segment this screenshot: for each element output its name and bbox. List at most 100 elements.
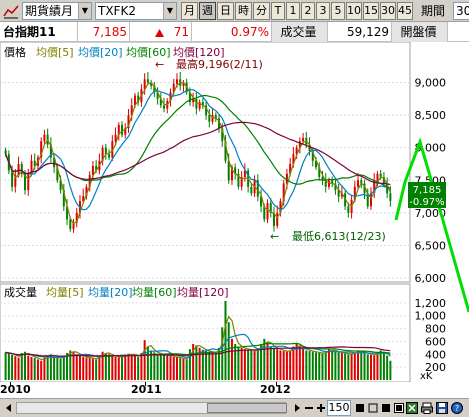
volume-bar — [311, 351, 314, 380]
frequency-select[interactable]: 期貨績月 ▼ — [22, 2, 92, 20]
period-button-12[interactable]: 30 — [380, 2, 396, 20]
candle-body — [373, 180, 376, 194]
candle-body — [230, 167, 233, 181]
x-axis-tick — [10, 382, 11, 386]
candle-body — [95, 165, 98, 171]
period-button-5[interactable]: T — [271, 2, 285, 20]
chart-canvas[interactable]: 價格 均價[5] 均價[20] 均價[60] 均價[120] 成交量 均量[5]… — [0, 42, 469, 382]
candle-body — [49, 144, 52, 158]
candle-body — [382, 177, 385, 184]
scrollbar-track[interactable] — [16, 402, 287, 414]
ma120-line — [5, 121, 391, 186]
candle-body — [72, 222, 75, 230]
period-button-10[interactable]: 10 — [346, 2, 362, 20]
volume-bar — [260, 344, 263, 380]
last-price: 7,185 — [78, 22, 130, 42]
volume-bar — [373, 355, 376, 380]
volume-bar — [4, 352, 7, 380]
svg-text:?: ? — [454, 404, 458, 413]
candle-body — [376, 173, 379, 181]
volume-bar — [344, 353, 347, 380]
volume-bar — [266, 342, 269, 380]
period-input[interactable]: 30 — [453, 2, 469, 20]
period-button-4[interactable]: 分 — [253, 2, 270, 20]
volume-bar — [379, 350, 382, 380]
candle-body — [266, 203, 269, 220]
volume-bar — [56, 358, 59, 380]
candle-body — [121, 124, 124, 135]
period-button-6[interactable]: 1 — [286, 2, 300, 20]
scrollbar-thumb[interactable] — [207, 403, 287, 413]
candle-body — [150, 82, 153, 86]
period-button-3[interactable]: 時 — [235, 2, 252, 20]
volume-bar — [169, 356, 172, 380]
chart-area[interactable]: 價格 均價[5] 均價[20] 均價[60] 均價[120] 成交量 均量[5]… — [0, 42, 469, 382]
low-annotation: 最低6,613(12/23) — [292, 230, 386, 243]
settings-icon[interactable] — [392, 401, 405, 414]
candle-body — [240, 177, 243, 187]
scroll-left-icon[interactable] — [2, 401, 15, 414]
candle-body — [117, 124, 120, 135]
symbol-select[interactable]: TXFK2 ▼ — [95, 2, 177, 20]
stop-icon[interactable] — [353, 401, 366, 414]
period-button-13[interactable]: 45 — [397, 2, 413, 20]
candle-body — [153, 85, 156, 93]
period-button-7[interactable]: 2 — [301, 2, 315, 20]
expand-icon[interactable] — [405, 401, 418, 414]
zoom-out-icon[interactable] — [302, 401, 315, 414]
volume-bar — [185, 359, 188, 380]
candle-body — [75, 212, 78, 223]
candle-body — [24, 173, 27, 191]
candle-body — [62, 190, 65, 207]
quote-info-row: 台指期11 7,185 71 0.97% 成交量 59,129 開盤價 — [0, 22, 469, 42]
period-button-1[interactable]: 週 — [199, 2, 216, 20]
volume-ma120-line — [5, 346, 391, 357]
volume-bar — [253, 351, 256, 380]
volume-bar — [285, 351, 288, 380]
volume-bar — [88, 358, 91, 380]
candle-body — [308, 144, 311, 151]
x-axis-tick — [145, 382, 146, 386]
candle-body — [298, 141, 301, 148]
stop-icon-2[interactable] — [379, 401, 392, 414]
period-button-2[interactable]: 日 — [217, 2, 234, 20]
volume-bar — [360, 351, 363, 380]
volume-bar — [163, 354, 166, 380]
x-axis: 2010 2011 2012 — [0, 382, 469, 398]
save-icon[interactable] — [435, 401, 448, 414]
zoom-in-icon[interactable] — [314, 401, 327, 414]
zoom-input[interactable]: 150 — [327, 400, 351, 416]
period-button-11[interactable]: 15 — [363, 2, 379, 20]
chevron-down-icon[interactable]: ▼ — [78, 3, 91, 19]
change-percent: 0.97% — [192, 22, 272, 42]
candle-body — [315, 160, 318, 168]
volume-axis-label: 1,000 — [415, 310, 447, 323]
volume-bar — [43, 357, 46, 380]
help-icon[interactable]: ? — [450, 401, 463, 414]
volume-label: 成交量 — [272, 22, 328, 42]
candle-body — [334, 183, 337, 191]
volume-legend-ma60: 均量[60] — [132, 286, 177, 299]
volume-bar — [243, 349, 246, 380]
price-axis-label: 8,500 — [415, 109, 447, 122]
volume-bar — [36, 359, 39, 380]
candle-body — [311, 150, 314, 161]
price-pane[interactable] — [0, 42, 411, 283]
scroll-right-icon[interactable] — [290, 401, 303, 414]
candle-body — [276, 212, 279, 226]
volume-bar — [66, 353, 69, 380]
period-button-8[interactable]: 3 — [316, 2, 330, 20]
volume-bar — [172, 356, 175, 380]
bottom-toolbar: 150 ? — [0, 398, 469, 417]
restore-icon[interactable] — [366, 401, 379, 414]
period-button-9[interactable]: 5 — [331, 2, 345, 20]
candle-body — [127, 115, 130, 129]
period-button-0[interactable]: 月 — [181, 2, 198, 20]
chevron-down-icon[interactable]: ▼ — [163, 3, 176, 19]
chart-icon[interactable] — [2, 2, 20, 20]
print-icon[interactable] — [420, 401, 433, 414]
volume-bar — [117, 357, 120, 380]
candle-body — [156, 92, 159, 99]
candle-body — [227, 160, 230, 181]
candle-body — [159, 98, 162, 106]
